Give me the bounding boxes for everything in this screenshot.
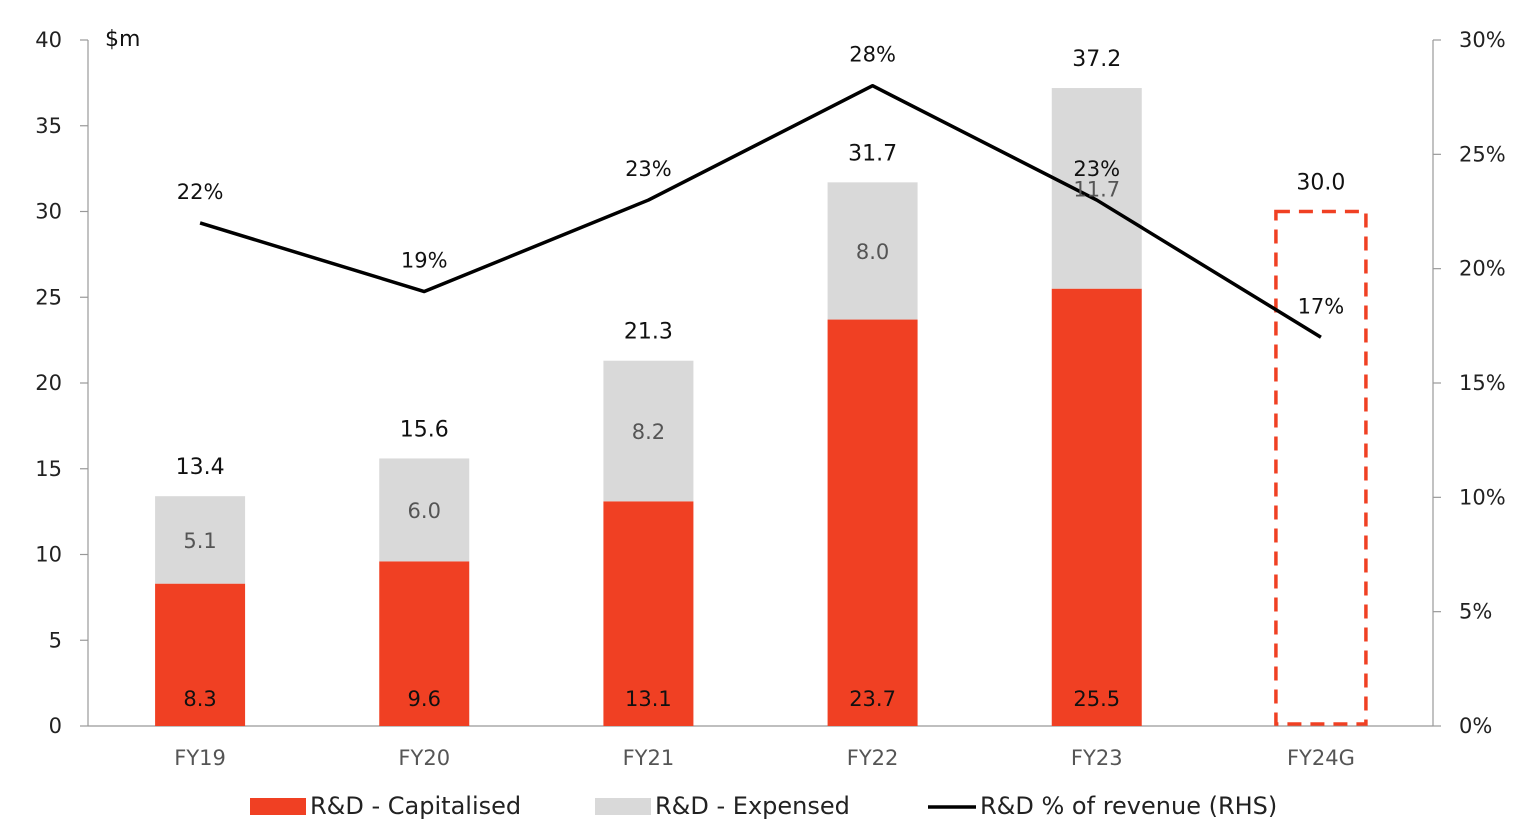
y-tick-label: 15 [35,457,62,481]
x-tick-label: FY19 [174,746,226,770]
y2-tick-label: 15% [1459,371,1506,395]
y-tick-label: 0 [49,714,62,738]
y-tick-label: 20 [35,371,62,395]
bar-label-capitalised: 9.6 [408,687,441,711]
guidance-bar-outline [1274,209,1368,726]
bar-label-expensed: 8.0 [856,240,889,264]
bar-total-label: 15.6 [400,417,449,442]
y-tick-label: 35 [35,114,62,138]
bar-label-capitalised: 23.7 [849,687,896,711]
bar-total-label: 30.0 [1296,171,1345,196]
bar-total-label: 13.4 [176,455,225,480]
line-point-label: 28% [849,43,896,67]
x-tick-label: FY24G [1287,746,1355,770]
bar-capitalised [603,501,694,726]
bar-label-expensed: 5.1 [183,529,216,553]
axes: 0 5 10 15 20 25 30 35 40 $m 0% 5% 10% 15% 20% 25% 30% FY1… [35,27,1505,770]
x-tick-label: FY22 [847,746,899,770]
bar-label-expensed: 11.7 [1073,177,1120,201]
y-tick-label: 25 [35,285,62,309]
bar-label-capitalised: 13.1 [625,687,672,711]
y2-tick-label: 30% [1459,28,1506,52]
bar-label-capitalised: 25.5 [1073,687,1120,711]
bar-expensed [1051,88,1142,289]
bar-label-capitalised: 8.3 [183,687,216,711]
line-rd-pct [199,83,1322,339]
bar-label-expensed: 8.2 [632,420,665,444]
line-point-label: 23% [1073,157,1120,181]
bar-capitalised [1051,288,1142,726]
x-tick-label: FY20 [398,746,450,770]
bar-total-label: 37.2 [1072,47,1121,72]
y-tick-label: 5 [49,628,62,652]
legend: R&D - Capitalised R&D - Expensed R&D % of … [250,792,1277,820]
x-tick-label: FY21 [623,746,675,770]
data-labels: 8.3 5.1 13.4 9.6 6.0 15.6 13.1 8.2 21.3 23.7 8.0 31… [176,43,1346,711]
line-point-label: 23% [625,157,672,181]
y-tick-label: 10 [35,543,62,567]
legend-swatch-expensed [595,798,651,815]
line-point-label: 17% [1298,294,1345,318]
line-series [199,83,1322,339]
legend-label-expensed: R&D - Expensed [655,792,850,820]
bar-expensed [827,182,918,320]
legend-label-line: R&D % of revenue (RHS) [980,792,1277,820]
y2-tick-label: 0% [1459,714,1492,738]
bar-total-label: 31.7 [848,141,897,166]
bar-total-label: 21.3 [624,320,673,345]
legend-swatch-capitalised [250,798,306,815]
y2-tick-label: 10% [1459,485,1506,509]
y-unit-label: $m [105,27,140,52]
bar-capitalised [155,583,246,726]
y-tick-label: 30 [35,200,62,224]
x-tick-label: FY23 [1071,746,1123,770]
y2-tick-label: 25% [1459,142,1506,166]
line-point-label: 19% [401,249,448,273]
bar-expensed [603,360,694,502]
legend-label-capitalised: R&D - Capitalised [310,792,521,820]
bar-label-expensed: 6.0 [408,499,441,523]
bar-capitalised [379,561,470,726]
bar-capitalised [827,319,918,726]
line-point-label: 22% [177,180,224,204]
bar-expensed [155,496,246,584]
bars [155,88,1368,726]
y2-tick-label: 20% [1459,257,1506,281]
bar-expensed [379,458,470,562]
y2-tick-label: 5% [1459,600,1492,624]
y-tick-label: 40 [35,28,62,52]
